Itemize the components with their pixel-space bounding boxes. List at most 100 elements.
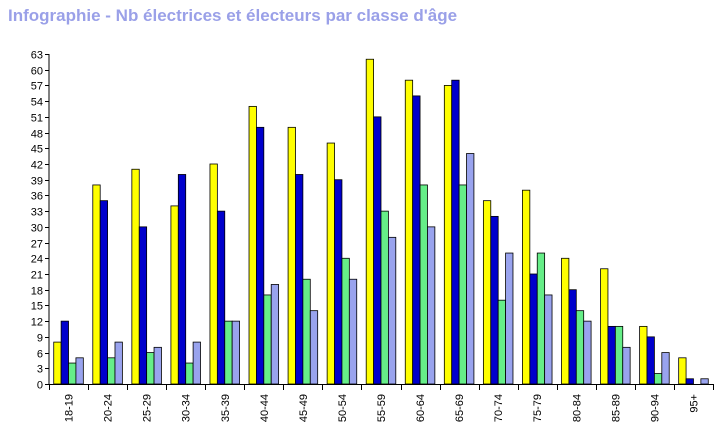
bar-95+-s4 [700,378,709,385]
x-tick-label: 30-34 [181,394,193,422]
bar-20-24-s1 [92,184,101,385]
bar-90-94-s3 [654,373,663,385]
y-tick-label: 3 [37,364,43,376]
y-tick-label: 15 [31,301,43,313]
y-tick-label: 57 [31,81,43,93]
bar-60-64-s4 [427,226,436,385]
bar-45-49-s1 [287,126,296,385]
bar-60-64-s3 [419,184,428,385]
bar-45-49-s2 [295,174,304,385]
bar-85-89-s4 [622,346,631,385]
bar-95+-s1 [678,357,687,385]
bar-75-79-s2 [529,273,538,385]
bar-75-79-s4 [544,294,553,385]
bars [53,58,709,385]
bar-40-44-s2 [256,126,265,385]
bar-90-94-s2 [646,336,655,385]
bar-50-54-s4 [348,278,358,385]
bar-45-49-s4 [309,310,319,385]
y-tick-label: 60 [31,66,43,78]
chart-title: Infographie - Nb électrices et électeurs… [8,6,458,25]
bar-40-44-s4 [270,284,280,385]
x-axis: 18-19 20-24 25-29 30-34 35-39 40-44 45-49 50-54… [49,384,714,422]
x-tick-label: 65-69 [454,394,466,422]
y-tick-label: 45 [31,144,43,156]
bar-30-34-s2 [177,174,187,385]
y-tick-label: 33 [31,207,43,219]
bar-80-84-s2 [568,289,577,385]
y-tick-label: 18 [31,286,43,298]
x-tick-label: 85-89 [610,394,622,422]
x-tick-label: 45-49 [298,394,310,422]
bar-70-74-s4 [505,252,514,385]
y-tick-label: 9 [37,333,43,345]
y-tick-label: 24 [31,254,43,266]
bar-70-74-s3 [497,299,506,385]
bar-70-74-s2 [490,215,499,385]
y-tick-label: 63 [31,50,43,62]
x-tick-label: 20-24 [103,394,115,422]
bar-35-39-s4 [231,320,240,385]
bar-20-24-s2 [99,200,108,385]
bar-30-34-s4 [192,341,201,385]
bar-50-54-s1 [326,142,335,385]
bar-18-19-s3 [68,362,77,385]
x-tick-label: 50-54 [337,394,349,422]
bar-20-24-s3 [107,357,116,385]
bar-65-69-s3 [458,184,467,385]
bar-65-69-s2 [451,79,460,385]
y-tick-label: 51 [31,113,43,125]
y-tick-label: 6 [37,349,43,361]
x-tick-label: 25-29 [142,394,154,422]
bar-75-79-s3 [536,252,546,385]
y-tick-label: 42 [31,160,43,172]
bar-65-69-s4 [466,153,475,385]
bar-25-29-s2 [138,226,148,385]
y-tick-label: 12 [31,317,43,329]
x-tick-label: 90-94 [649,394,661,422]
bar-80-84-s1 [561,257,570,385]
y-tick-label: 21 [31,270,43,282]
bar-65-69-s1 [443,85,453,385]
x-tick-label: 35-39 [220,394,232,422]
bar-95+-s2 [685,378,694,385]
x-tick-label: 75-79 [532,394,544,422]
bar-18-19-s2 [60,320,69,385]
bar-85-89-s3 [614,325,624,385]
bar-45-49-s3 [302,278,311,385]
bar-35-39-s1 [209,163,218,385]
bar-20-24-s4 [114,341,123,385]
x-tick-label: 95+ [688,394,700,413]
x-tick-label: 55-59 [376,394,388,422]
bar-60-64-s1 [404,79,414,385]
bar-55-59-s4 [387,236,397,385]
x-tick-label: 18-19 [64,394,76,422]
x-tick-label: 70-74 [493,394,505,422]
bar-18-19-s4 [75,357,84,385]
bar-35-39-s2 [216,210,226,385]
bar-25-29-s3 [146,352,155,385]
bar-60-64-s2 [412,95,421,385]
y-tick-label: 48 [31,129,43,141]
bar-85-89-s2 [607,325,616,385]
y-tick-label: 30 [31,223,43,235]
bar-55-59-s2 [373,116,382,385]
bar-35-39-s3 [224,320,233,385]
x-tick-label: 40-44 [259,394,271,422]
bar-85-89-s1 [600,268,609,385]
bar-90-94-s4 [661,352,670,385]
bar-90-94-s1 [639,325,648,385]
y-tick-label: 0 [37,380,43,392]
y-tick-label: 54 [31,97,43,109]
bar-30-34-s3 [185,362,194,385]
bar-75-79-s1 [522,189,531,385]
bar-25-29-s1 [131,168,140,385]
bar-70-74-s1 [482,200,492,385]
x-tick-label: 60-64 [415,394,427,422]
y-tick-label: 39 [31,176,43,188]
bar-25-29-s4 [153,346,162,385]
x-tick-label: 80-84 [571,394,583,422]
bar-80-84-s3 [575,310,585,385]
y-tick-label: 27 [31,239,43,251]
